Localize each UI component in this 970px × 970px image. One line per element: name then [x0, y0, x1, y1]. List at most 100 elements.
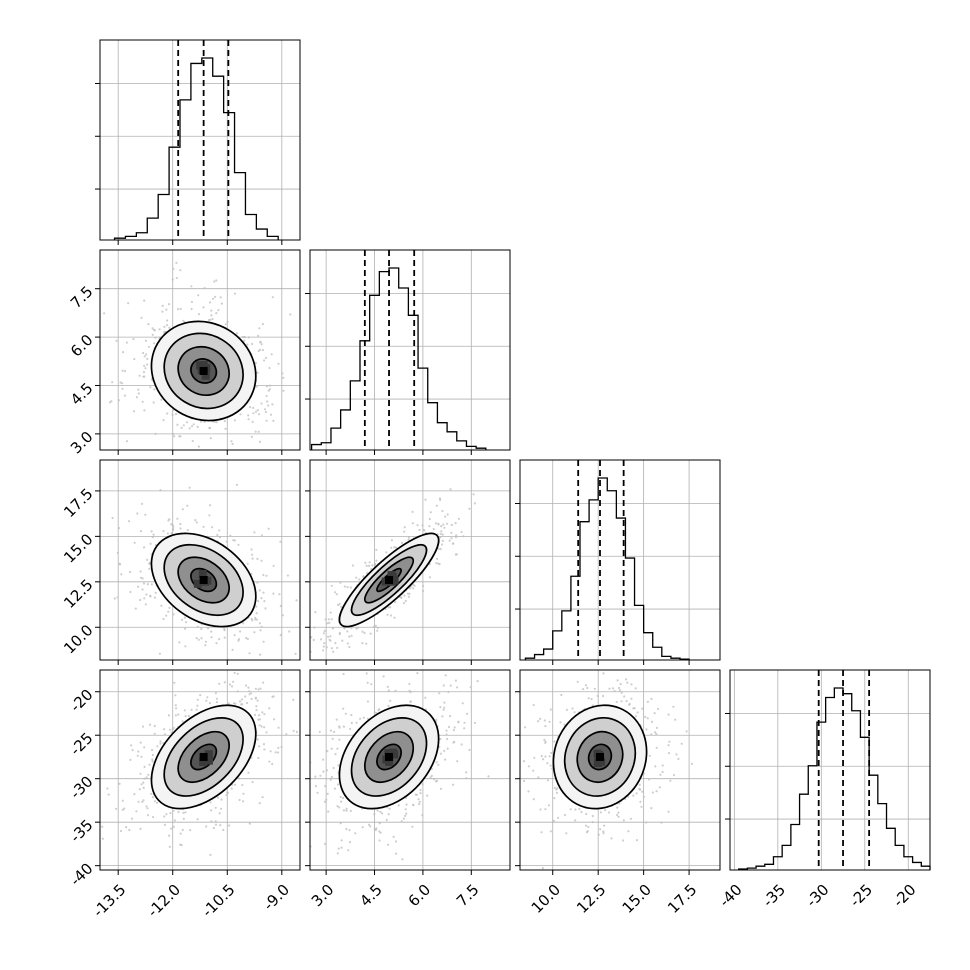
- scatter-point: [246, 562, 249, 565]
- scatter-point: [205, 825, 208, 828]
- scatter-point: [532, 703, 535, 707]
- scatter-point: [145, 805, 148, 808]
- scatter-point: [544, 740, 547, 743]
- scatter-point: [272, 419, 275, 422]
- scatter-point: [185, 421, 189, 424]
- scatter-point: [279, 604, 282, 608]
- scatter-point: [661, 764, 664, 767]
- scatter-point: [281, 614, 284, 617]
- scatter-point: [445, 522, 449, 525]
- scatter-point: [184, 627, 187, 630]
- scatter-point: [416, 524, 419, 527]
- scatter-point: [277, 726, 280, 729]
- x-tick-label-3-2: -30: [803, 881, 833, 911]
- scatter-point: [140, 316, 143, 319]
- scatter-point: [172, 267, 175, 270]
- y-tick-label-3-0: -40: [66, 859, 96, 889]
- scatter-point: [146, 357, 149, 360]
- scatter-point: [237, 543, 240, 546]
- scatter-point: [565, 832, 568, 835]
- scatter-point: [263, 713, 266, 716]
- scatter-point: [544, 755, 547, 758]
- scatter-point: [441, 509, 444, 513]
- scatter-point: [159, 740, 162, 743]
- scatter-point: [441, 539, 444, 543]
- scatter-point: [121, 799, 124, 802]
- scatter-point: [272, 592, 275, 595]
- scatter-point: [350, 627, 353, 630]
- scatter-point: [256, 409, 259, 412]
- scatter-point: [245, 701, 249, 705]
- scatter-point: [200, 637, 203, 640]
- scatter-point: [131, 749, 134, 752]
- scatter-point: [640, 805, 643, 808]
- scatter-point: [142, 786, 145, 790]
- scatter-point: [333, 591, 337, 594]
- scatter-point: [230, 440, 233, 443]
- scatter-point: [179, 269, 182, 272]
- scatter-point: [143, 746, 146, 749]
- scatter-point: [197, 445, 200, 448]
- scatter-point: [636, 711, 639, 714]
- scatter-point: [336, 852, 339, 855]
- scatter-point: [537, 776, 540, 779]
- density-core: [204, 750, 213, 759]
- scatter-point: [602, 832, 605, 835]
- scatter-point: [168, 326, 171, 329]
- scatter-point: [625, 678, 628, 681]
- scatter-point: [422, 589, 425, 593]
- scatter-point: [330, 775, 333, 779]
- pair-inner-3-1: [310, 670, 490, 861]
- scatter-point: [617, 811, 620, 814]
- scatter-point: [667, 713, 670, 716]
- scatter-point: [255, 709, 258, 712]
- scatter-point: [237, 777, 241, 780]
- scatter-point: [272, 564, 275, 567]
- scatter-point: [209, 318, 212, 321]
- scatter-point: [338, 726, 341, 729]
- scatter-point: [348, 635, 351, 638]
- scatter-point: [263, 408, 267, 411]
- scatter-point: [215, 701, 218, 704]
- scatter-point: [650, 697, 653, 701]
- scatter-point: [292, 698, 295, 701]
- y-tick-label-3-1: -35: [66, 816, 96, 846]
- scatter-point: [257, 718, 260, 721]
- scatter-point: [223, 681, 226, 684]
- density-core: [198, 570, 207, 578]
- scatter-point: [349, 586, 352, 589]
- scatter-point: [522, 779, 526, 783]
- scatter-point: [153, 732, 156, 735]
- scatter-point: [386, 685, 389, 689]
- scatter-point: [364, 561, 367, 564]
- scatter-point: [552, 819, 556, 823]
- scatter-point: [571, 707, 574, 710]
- scatter-point: [329, 611, 332, 614]
- scatter-point: [232, 539, 235, 542]
- pair-panel-3-1: [305, 669, 511, 875]
- scatter-point: [379, 831, 382, 834]
- scatter-point: [452, 741, 455, 744]
- scatter-point: [332, 650, 335, 653]
- scatter-point: [362, 575, 365, 578]
- scatter-point: [153, 596, 156, 599]
- scatter-point: [402, 817, 405, 820]
- scatter-point: [253, 713, 256, 717]
- scatter-point: [259, 687, 262, 690]
- scatter-point: [225, 793, 228, 797]
- scatter-point: [215, 642, 218, 645]
- scatter-point: [243, 335, 246, 339]
- scatter-point: [668, 740, 671, 743]
- scatter-point: [327, 810, 330, 813]
- scatter-point: [443, 706, 446, 709]
- scatter-point: [355, 627, 358, 630]
- scatter-point: [205, 699, 208, 702]
- scatter-point: [121, 382, 124, 385]
- scatter-point: [400, 541, 404, 545]
- scatter-point: [242, 792, 245, 795]
- scatter-point: [432, 528, 435, 531]
- scatter-point: [650, 807, 653, 810]
- scatter-point: [382, 675, 385, 678]
- scatter-point: [251, 780, 254, 784]
- scatter-point: [438, 497, 442, 500]
